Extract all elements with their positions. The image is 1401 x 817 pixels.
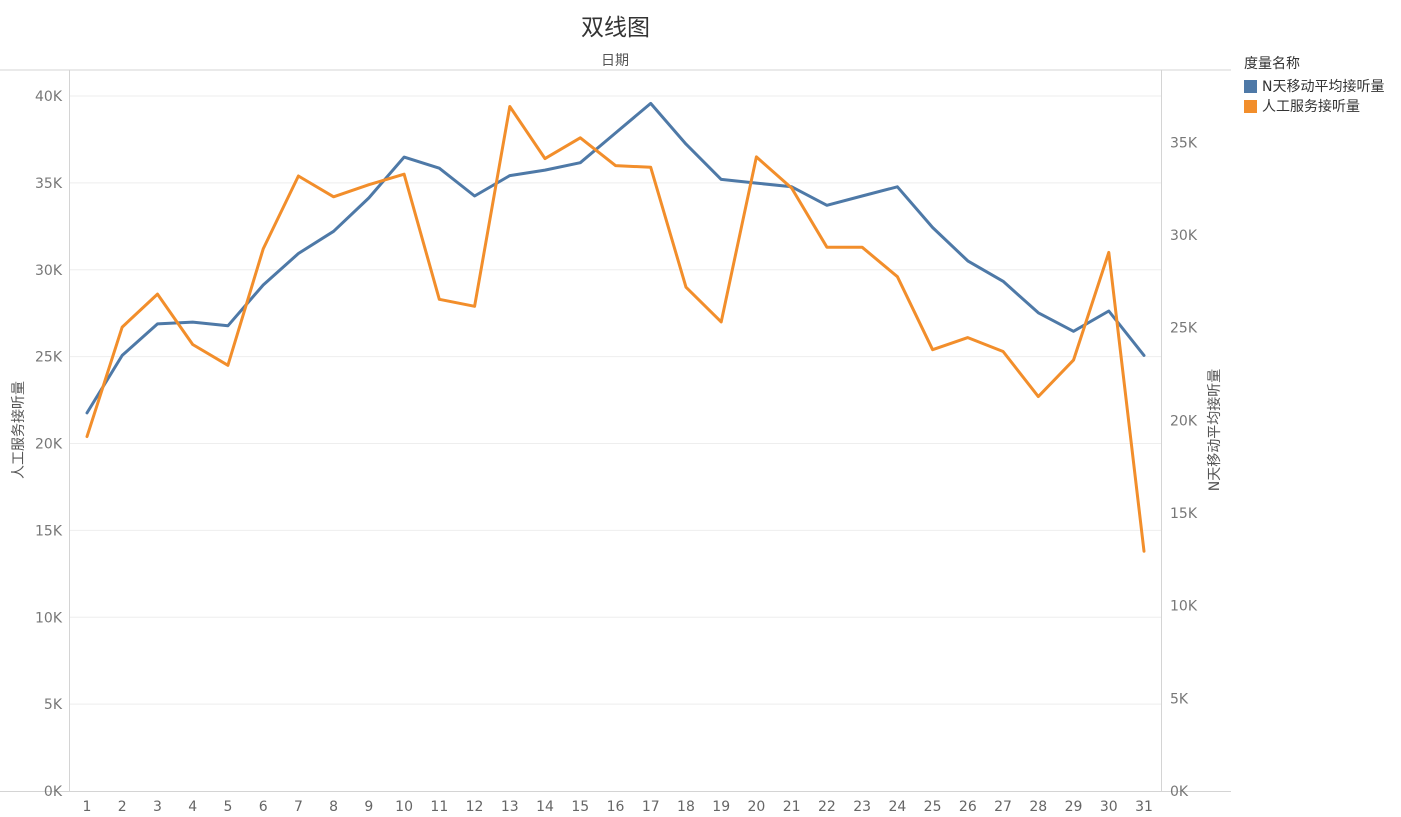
x-tick-label: 29 xyxy=(1065,799,1083,815)
x-tick-label: 31 xyxy=(1135,799,1153,815)
x-tick-label: 6 xyxy=(259,799,268,815)
left-tick-label: 5K xyxy=(44,697,63,713)
gridlines xyxy=(70,95,1161,705)
x-tick-label: 11 xyxy=(430,799,448,815)
x-tick-label: 21 xyxy=(783,799,801,815)
x-tick-label: 1 xyxy=(83,799,92,815)
x-tick-label: 17 xyxy=(642,799,660,815)
x-tick-label: 12 xyxy=(466,799,484,815)
right-tick-label: 35K xyxy=(1170,135,1198,151)
x-tick-label: 3 xyxy=(153,799,162,815)
series-line-manual-service[interactable] xyxy=(85,105,1146,553)
legend-title: 度量名称 xyxy=(1244,56,1300,72)
x-tick-label: 24 xyxy=(888,799,906,815)
legend-item-manual-service[interactable]: 人工服务接听量 xyxy=(1244,96,1384,116)
right-tick-label: 10K xyxy=(1170,599,1198,615)
x-tick-label: 19 xyxy=(712,799,730,815)
x-tick-label: 7 xyxy=(294,799,303,815)
x-tick-label: 28 xyxy=(1029,799,1047,815)
right-tick-label: 20K xyxy=(1170,413,1198,429)
x-tick-label: 5 xyxy=(223,799,232,815)
x-tick-label: 30 xyxy=(1100,799,1118,815)
left-tick-label: 40K xyxy=(35,89,63,105)
x-tick-label: 27 xyxy=(994,799,1012,815)
x-tick-label: 14 xyxy=(536,799,554,815)
right-tick-label: 5K xyxy=(1170,691,1189,707)
left-tick-label: 30K xyxy=(35,263,63,279)
x-tick-label: 4 xyxy=(188,799,197,815)
left-tick-label: 25K xyxy=(35,350,63,366)
legend-label-moving-average: N天移动平均接听量 xyxy=(1262,79,1385,95)
x-tick-label: 18 xyxy=(677,799,695,815)
x-tick-label: 25 xyxy=(924,799,942,815)
x-tick-label: 15 xyxy=(571,799,589,815)
left-tick-label: 20K xyxy=(35,437,63,453)
x-tick-label: 9 xyxy=(364,799,373,815)
right-tick-label: 0K xyxy=(1170,784,1189,800)
x-tick-label: 20 xyxy=(748,799,766,815)
legend-swatch-moving-average xyxy=(1244,79,1257,93)
chart-title: 双线图 xyxy=(581,15,650,41)
legend-label-manual-service: 人工服务接听量 xyxy=(1262,99,1360,115)
x-axis-title: 日期 xyxy=(601,53,629,69)
right-axis-ticks: 0K 5K 10K 15K 20K 25K 30K 35K xyxy=(1170,135,1198,800)
left-tick-label: 15K xyxy=(35,523,63,539)
x-tick-label: 2 xyxy=(118,799,127,815)
legend-swatch-manual-service xyxy=(1244,99,1257,113)
right-tick-label: 15K xyxy=(1170,506,1198,522)
series-lines xyxy=(85,101,1146,553)
x-tick-label: 26 xyxy=(959,799,977,815)
left-tick-label: 35K xyxy=(35,176,63,192)
x-tick-label: 10 xyxy=(395,799,413,815)
legend-item-moving-average[interactable]: N天移动平均接听量 xyxy=(1244,76,1384,96)
right-tick-label: 30K xyxy=(1170,228,1198,244)
x-tick-label: 8 xyxy=(329,799,338,815)
x-axis-ticks: 1 2 3 4 5 6 7 8 9 10 11 12 13 14 15 16 17 18 19 20 21 22 23 24 2… xyxy=(83,799,1153,815)
right-axis-title: N天移动平均接听量 xyxy=(1206,369,1223,491)
axes: 日期 人工服务接听量 N天移动平均接听量 xyxy=(0,53,1231,792)
x-tick-label: 16 xyxy=(607,799,625,815)
x-tick-label: 22 xyxy=(818,799,836,815)
left-tick-label: 0K xyxy=(44,784,63,800)
left-axis-title: 人工服务接听量 xyxy=(10,381,27,479)
right-tick-label: 25K xyxy=(1170,321,1198,337)
left-axis-ticks: 0K 5K 10K 15K 20K 25K 30K 35K 40K xyxy=(35,89,63,800)
x-tick-label: 23 xyxy=(853,799,871,815)
series-line-moving-average[interactable] xyxy=(85,101,1146,415)
legend: 度量名称 N天移动平均接听量 人工服务接听量 xyxy=(1244,53,1384,116)
left-tick-label: 10K xyxy=(35,610,63,626)
x-tick-label: 13 xyxy=(501,799,519,815)
